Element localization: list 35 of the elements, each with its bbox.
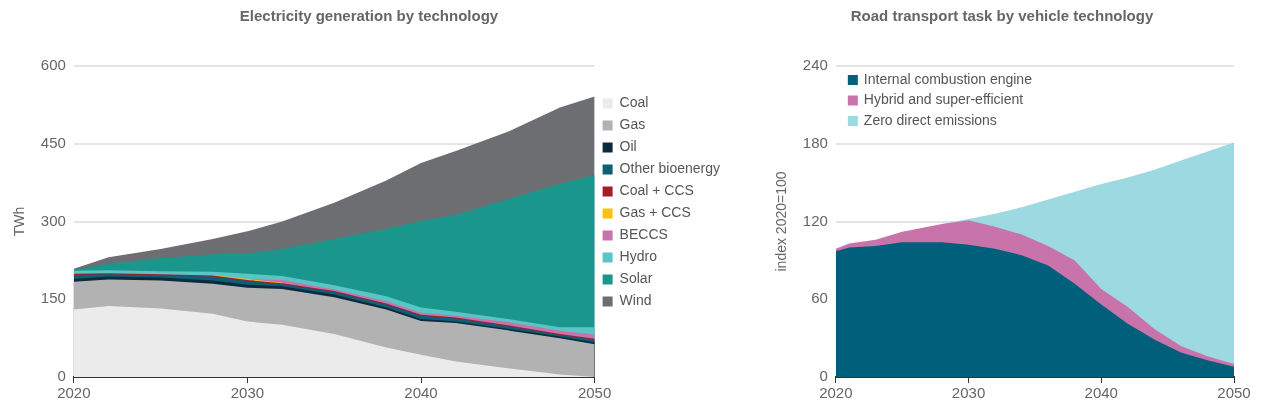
x-tick-label: 2040	[404, 384, 438, 402]
legend-label: Wind	[619, 292, 652, 309]
legend-label: Coal	[619, 94, 649, 111]
x-tick-label: 2030	[951, 384, 986, 402]
x-tick-label: 2020	[819, 384, 853, 402]
legend-label: Coal + CCS	[619, 182, 694, 199]
x-tick-label: 2020	[57, 384, 91, 402]
chart-title: Road transport task by vehicle technology	[850, 7, 1154, 25]
legend-label: Oil	[619, 138, 637, 155]
y-tick-label: 150	[40, 289, 66, 307]
x-tick-label: 2050	[577, 384, 612, 402]
legend-label: BECCS	[619, 226, 668, 243]
legend-label: Hybrid and super-efficient	[863, 91, 1024, 108]
x-tick-label: 2030	[230, 384, 265, 402]
chart-title: Electricity generation by technology	[239, 7, 499, 25]
y-tick-label: 0	[819, 367, 828, 385]
y-tick-label: 0	[57, 367, 66, 385]
y-tick-label: 300	[40, 211, 66, 229]
y-tick-label: 120	[802, 211, 828, 229]
y-tick-label: 60	[811, 289, 828, 307]
y-tick-label: 240	[802, 56, 828, 74]
legend-label: Zero direct emissions	[863, 111, 997, 128]
x-tick-label: 2040	[1084, 384, 1118, 402]
y-axis-title: TWh	[11, 206, 28, 237]
legend-label: Hydro	[619, 248, 658, 265]
y-tick-label: 450	[40, 133, 66, 151]
y-tick-label: 600	[40, 56, 66, 74]
legend-label: Internal combustion engine	[863, 70, 1033, 87]
y-axis-title: index 2020=100	[773, 171, 790, 272]
legend-label: Other bioenergy	[619, 160, 721, 177]
y-tick-label: 180	[802, 133, 828, 151]
legend-label: Gas + CCS	[619, 204, 691, 221]
x-tick-label: 2050	[1217, 384, 1251, 402]
legend-label: Gas	[619, 116, 646, 133]
legend-label: Solar	[619, 270, 653, 287]
